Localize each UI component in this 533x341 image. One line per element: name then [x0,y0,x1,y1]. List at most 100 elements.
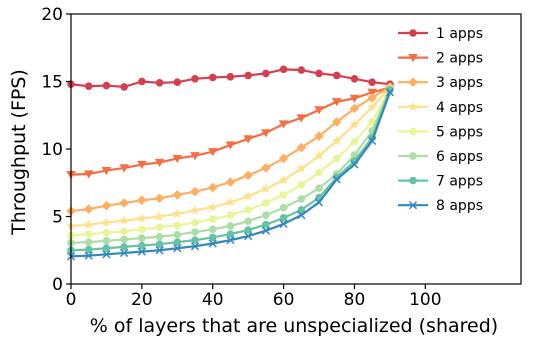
data-point [368,136,377,146]
data-point [102,244,111,253]
data-point [331,98,342,107]
axis-ticks: 0 20 40 60 80 100 0 5 10 15 20 [41,5,441,310]
data-point [261,129,271,138]
data-point [349,94,360,103]
legend-label: 4 apps [436,100,483,116]
data-point [102,237,111,245]
data-point [226,230,235,238]
data-point [190,205,200,215]
data-point [331,117,342,127]
data-point [154,193,165,204]
data-point [279,219,288,229]
data-point [244,217,252,226]
data-point [137,160,147,170]
data-point [137,195,147,206]
data-point [331,135,342,146]
data-point [349,119,360,129]
series-4-apps [66,82,395,231]
data-point [173,244,182,253]
data-point [155,240,164,248]
data-point [190,152,200,161]
data-point [155,232,164,241]
y-tick-label: 20 [41,5,63,25]
y-tick-label: 10 [41,140,63,160]
series-layer [66,65,395,261]
data-point [226,72,235,81]
data-point [155,246,164,255]
data-point [102,250,111,259]
legend-swatch-marker [408,201,418,210]
legend-label: 8 apps [436,198,483,214]
legend-entry: 1 apps [398,26,483,42]
y-tick-label: 5 [52,208,63,228]
data-point [225,197,236,207]
data-point [191,228,199,236]
y-tick-label: 15 [41,73,63,93]
data-point [191,218,199,227]
data-point [367,101,378,112]
data-point [226,222,235,230]
data-point [84,238,93,246]
data-point [278,174,289,185]
data-point [315,168,323,177]
data-point [172,190,183,200]
data-point [119,164,129,173]
legend-label: 5 apps [436,124,483,140]
data-point [314,150,324,160]
data-point [120,83,128,91]
data-point [173,78,182,86]
data-point [261,226,271,235]
data-point [102,228,111,237]
data-point [262,69,270,78]
data-point [332,71,341,80]
data-point [385,88,395,97]
series-8-apps [66,88,395,261]
x-tick-label: 80 [344,290,366,310]
data-point [154,158,165,168]
data-point [83,204,94,214]
data-point [101,217,112,227]
data-point [243,135,253,144]
data-point [172,154,183,164]
x-tick-label: 60 [273,290,295,310]
data-point [315,69,323,78]
series-1-apps [67,65,394,91]
data-point [332,173,341,182]
data-point [119,198,129,208]
data-point [225,177,236,187]
data-point [101,167,112,176]
data-point [191,236,199,244]
data-point [296,142,307,153]
data-point [332,154,341,163]
data-point [190,242,200,251]
data-point [244,71,252,80]
data-point [279,191,288,199]
data-point [278,120,289,129]
legend-entry: 7 apps [398,174,483,190]
data-point [173,230,182,239]
legend-swatch-marker [409,152,417,160]
legend-swatch-marker [409,29,417,37]
data-point [155,223,164,232]
data-point [244,231,253,241]
series-5-apps [67,84,394,240]
series-line [70,86,391,176]
data-point [173,221,182,230]
legend-entry: 3 apps [398,75,483,91]
data-point [350,137,359,146]
legend-swatch-marker [409,176,417,185]
data-point [120,235,128,244]
x-axis-label: % of layers that are unspecialized (shar… [90,315,498,337]
data-point [120,243,128,251]
data-point [349,103,360,114]
data-point [207,182,218,193]
legend-entry: 4 apps [398,100,483,116]
data-point [262,199,270,207]
data-point [119,215,130,225]
data-point [172,208,183,219]
legend: 1 apps 2 apps 3 apps 4 apps 5 apps 6 apps 7 ap… [398,26,483,214]
data-point [297,205,306,214]
data-point [297,211,306,220]
data-point [173,238,182,246]
